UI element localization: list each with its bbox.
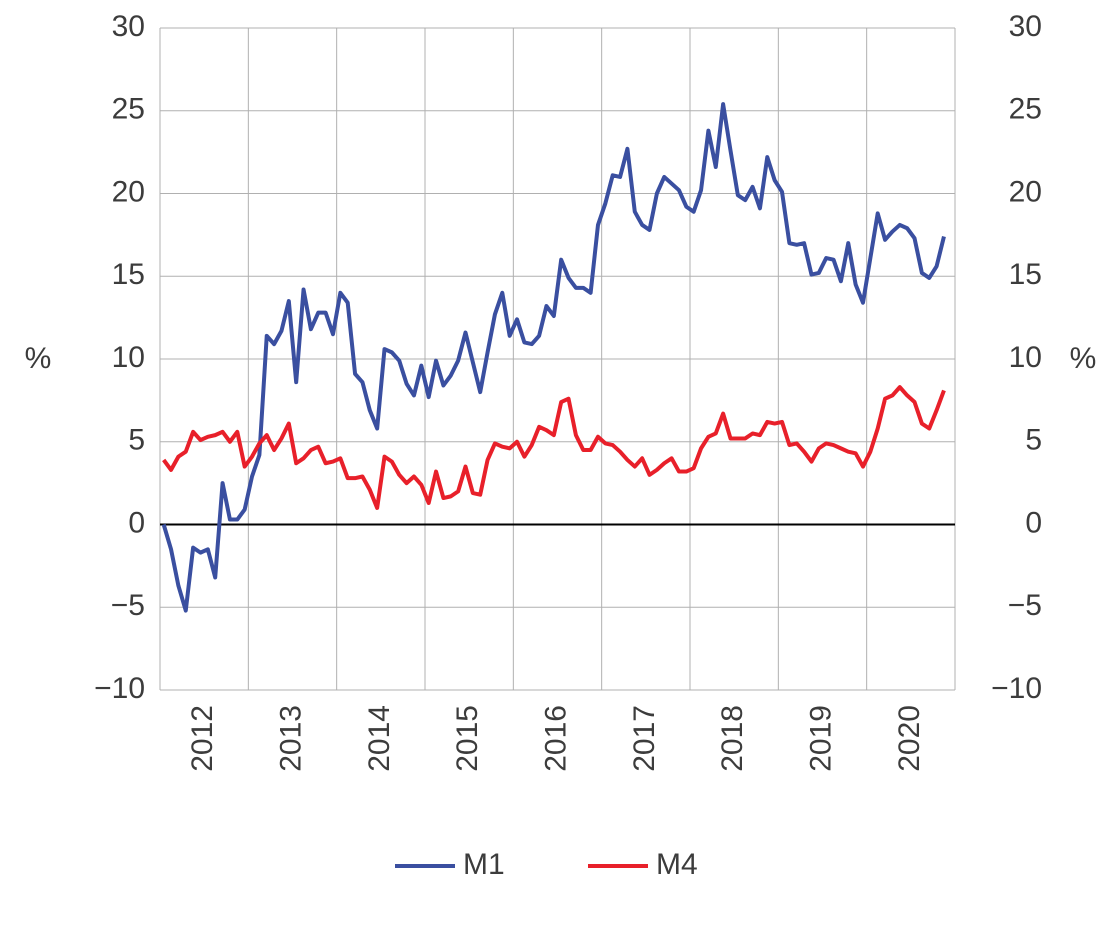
- x-tick-label: 2017: [628, 705, 661, 772]
- y-tick-label: 5: [128, 424, 145, 457]
- legend-item: M4: [588, 848, 698, 881]
- y-tick-label: 30: [112, 10, 145, 43]
- y2-tick-label: 15: [1009, 258, 1042, 291]
- line-series: [161, 102, 946, 613]
- y2-tick-label: 25: [1009, 93, 1042, 126]
- x-tick-label: 2013: [274, 705, 307, 772]
- y2-axis-label: %: [1070, 342, 1097, 375]
- y-tick-label: −5: [111, 589, 145, 622]
- x-tick-label: 2020: [893, 705, 926, 772]
- y-tick-label: −10: [94, 672, 145, 705]
- legend-label: M1: [463, 848, 505, 881]
- y2-tick-label: 0: [1025, 506, 1042, 539]
- y2-tick-label: 10: [1009, 341, 1042, 374]
- y-tick-label: 20: [112, 175, 145, 208]
- line-series: [162, 385, 946, 510]
- y-tick-label: 10: [112, 341, 145, 374]
- x-tick-label: 2014: [363, 705, 396, 772]
- legend-item: M1: [395, 848, 505, 881]
- x-tick-label: 2012: [186, 705, 219, 772]
- y2-tick-label: 20: [1009, 175, 1042, 208]
- y-axis-label: %: [25, 342, 52, 375]
- y-tick-label: 25: [112, 93, 145, 126]
- y2-tick-label: −5: [1008, 589, 1042, 622]
- y2-tick-label: 30: [1009, 10, 1042, 43]
- x-tick-label: 2016: [539, 705, 572, 772]
- x-tick-label: 2019: [804, 705, 837, 772]
- x-tick-label: 2015: [451, 705, 484, 772]
- y2-tick-label: −10: [991, 672, 1042, 705]
- y2-tick-label: 5: [1025, 424, 1042, 457]
- y-tick-label: 15: [112, 258, 145, 291]
- x-tick-label: 2018: [716, 705, 749, 772]
- legend-label: M4: [656, 848, 698, 881]
- y-tick-label: 0: [128, 506, 145, 539]
